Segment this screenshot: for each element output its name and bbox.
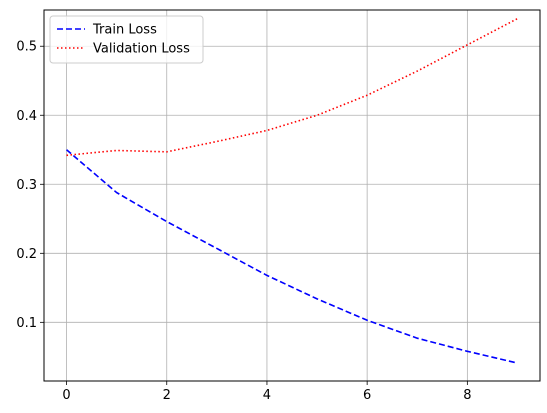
x-tick-label: 8 (463, 388, 471, 403)
y-tick-label: 0.3 (16, 178, 37, 193)
y-tick-label: 0.4 (16, 109, 37, 124)
x-axis: 0 2 4 6 8 (62, 381, 471, 403)
series-line-validation-loss (66, 17, 518, 157)
legend-label-train-loss: Train Loss (92, 23, 157, 38)
y-axis: 0.1 0.2 0.3 0.4 0.5 (16, 40, 44, 331)
x-tick-label: 6 (363, 388, 371, 403)
x-tick-label: 0 (62, 388, 70, 403)
series-line-train-loss (66, 149, 518, 364)
y-tick-label: 0.1 (16, 316, 37, 331)
legend: Train Loss Validation Loss (49, 15, 204, 64)
series-lines (66, 17, 518, 364)
x-tick-label: 4 (263, 388, 271, 403)
grid (44, 10, 540, 381)
x-tick-label: 2 (163, 388, 171, 403)
legend-box (49, 15, 204, 64)
plot-frame (43, 9, 541, 382)
legend-label-validation-loss: Validation Loss (93, 42, 190, 57)
y-tick-label: 0.5 (16, 40, 37, 55)
y-tick-label: 0.2 (16, 247, 37, 262)
